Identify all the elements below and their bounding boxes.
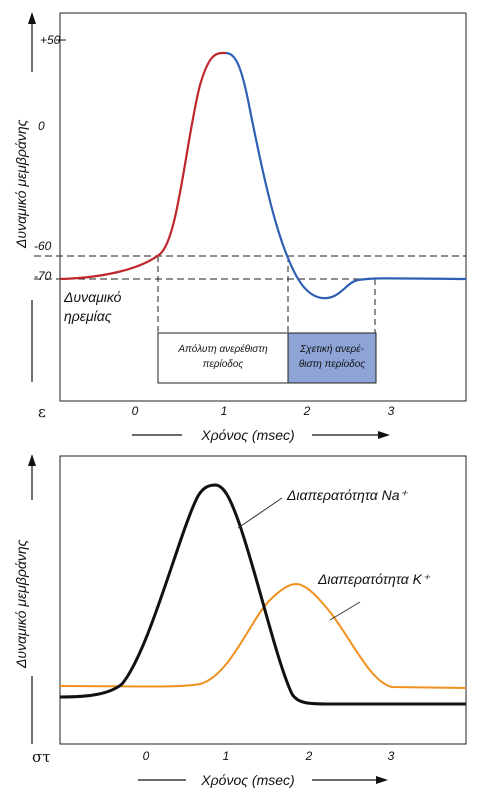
na-permeability-label: Διαπερατότητα Na⁺ [286, 487, 409, 503]
k-permeability-label: Διαπερατότητα K⁺ [317, 571, 431, 587]
bottom-y-axis-label: Δυναμικό μεμβράνης [13, 539, 29, 669]
bottom-x-tick-2: 2 [305, 749, 313, 763]
top-y-tick-plus50: +50 [40, 33, 61, 47]
bottom-x-arrow-head [376, 776, 388, 784]
relative-refractory-line2: θιστη περίοδος [299, 358, 365, 370]
top-panel-label: ε [38, 403, 46, 421]
absolute-refractory-line1: Απόλυτη ανερέθιστη [177, 343, 268, 355]
relative-refractory-box [287, 332, 377, 384]
top-y-tick-0: 0 [38, 119, 45, 133]
absolute-refractory-line2: περίοδος [203, 358, 244, 370]
bottom-x-tick-3: 3 [388, 749, 395, 763]
bottom-x-axis-label: Χρόνος (msec) [200, 772, 294, 788]
absolute-refractory-box [157, 332, 289, 384]
top-y-tick-minus60: -60 [34, 239, 52, 253]
top-x-tick-2: 2 [303, 404, 311, 418]
relative-refractory-line1: Σχετική ανερέ- [299, 343, 364, 355]
bottom-panel-label: στ [32, 748, 51, 766]
bottom-x-tick-0: 0 [143, 749, 150, 763]
na-leader-line [237, 497, 283, 529]
repolarization-curve [225, 51, 467, 300]
top-x-axis-label: Χρόνος (msec) [200, 427, 294, 443]
na-permeability-curve [59, 483, 466, 706]
top-x-tick-0: 0 [132, 404, 139, 418]
top-y-arrow-head [28, 12, 36, 24]
resting-potential-label-line2: ηρεμίας [64, 308, 112, 324]
k-leader-line [329, 601, 361, 621]
bottom-x-tick-1: 1 [223, 749, 230, 763]
bottom-y-arrow-head [28, 454, 36, 466]
top-x-tick-1: 1 [221, 404, 228, 418]
k-permeability-curve [59, 582, 467, 689]
top-y-tick-minus70: -70 [34, 269, 52, 283]
top-plot-frame [59, 12, 467, 402]
resting-potential-label-line1: Δυναμικό [63, 289, 122, 305]
top-y-axis-label: Δυναμικό μεμβράνης [13, 119, 29, 249]
top-x-arrow-head [378, 431, 390, 439]
bottom-plot-frame [59, 455, 467, 745]
top-x-tick-3: 3 [388, 404, 395, 418]
depolarization-curve [59, 51, 226, 281]
